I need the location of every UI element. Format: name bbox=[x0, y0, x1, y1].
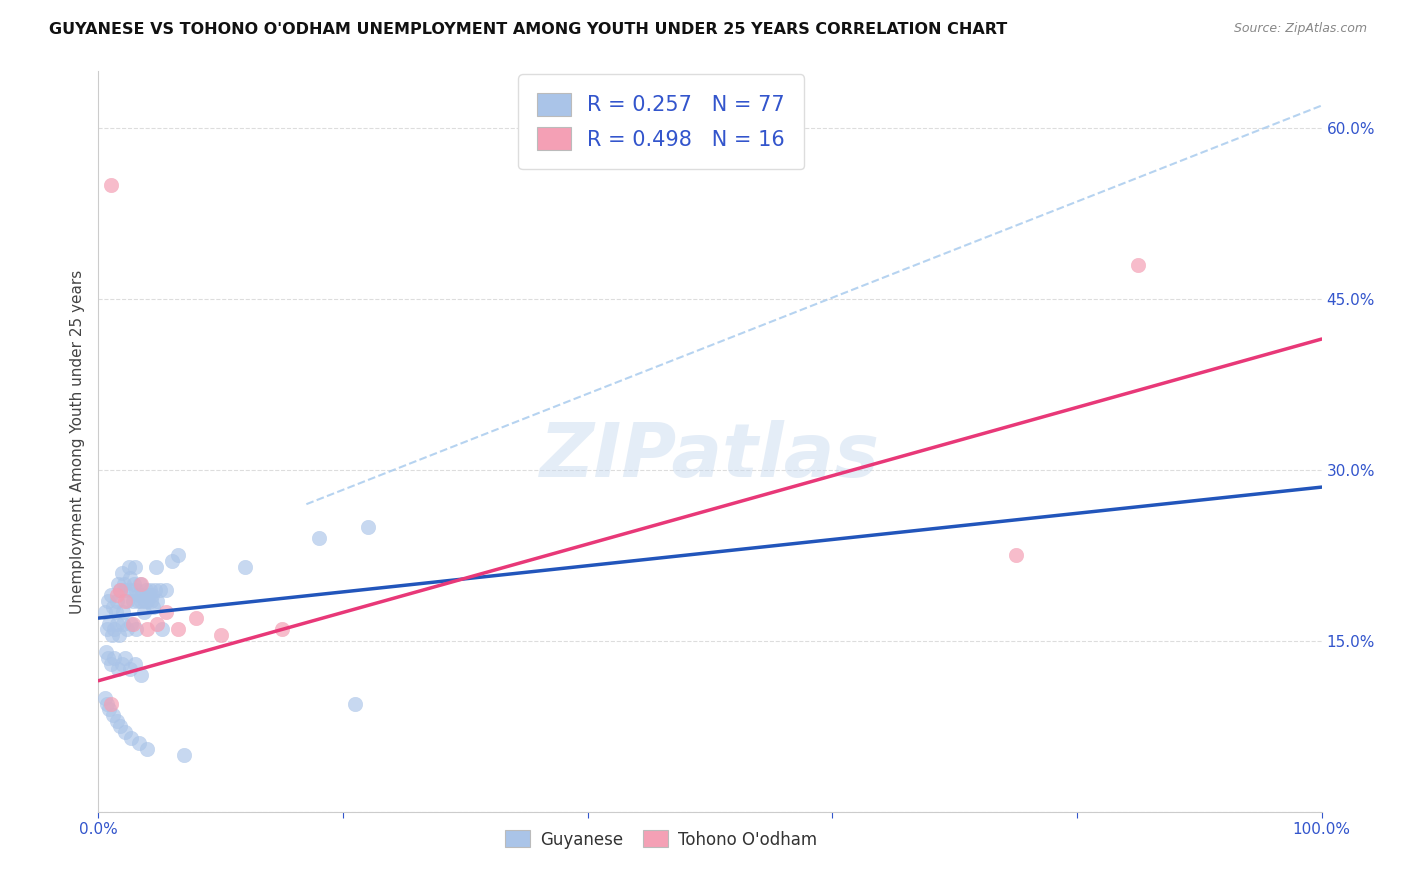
Point bbox=[138, 588, 160, 602]
Point bbox=[1128, 258, 1150, 272]
Point bbox=[93, 690, 115, 705]
Point bbox=[100, 178, 122, 193]
Point bbox=[107, 577, 129, 591]
Point bbox=[111, 616, 134, 631]
Point bbox=[103, 651, 125, 665]
Point bbox=[110, 582, 132, 597]
Point bbox=[209, 628, 232, 642]
Point bbox=[167, 549, 190, 563]
Point bbox=[160, 554, 183, 568]
Point bbox=[128, 588, 150, 602]
Point bbox=[121, 594, 143, 608]
Point bbox=[132, 606, 155, 620]
Point bbox=[139, 594, 162, 608]
Point bbox=[142, 599, 165, 614]
Point bbox=[115, 623, 138, 637]
Point bbox=[270, 623, 294, 637]
Point bbox=[111, 566, 134, 580]
Point bbox=[110, 582, 132, 597]
Point bbox=[97, 651, 120, 665]
Point bbox=[167, 623, 190, 637]
Point bbox=[146, 594, 169, 608]
Point bbox=[101, 707, 124, 722]
Point bbox=[129, 668, 152, 682]
Point bbox=[145, 559, 167, 574]
Point bbox=[155, 582, 177, 597]
Point bbox=[124, 559, 146, 574]
Point bbox=[120, 616, 142, 631]
Point bbox=[135, 582, 157, 597]
Point bbox=[114, 582, 136, 597]
Point bbox=[105, 588, 128, 602]
Point bbox=[149, 582, 172, 597]
Point bbox=[122, 577, 145, 591]
Point bbox=[100, 657, 122, 671]
Point bbox=[121, 616, 143, 631]
Text: GUYANESE VS TOHONO O'ODHAM UNEMPLOYMENT AMONG YOUTH UNDER 25 YEARS CORRELATION C: GUYANESE VS TOHONO O'ODHAM UNEMPLOYMENT … bbox=[49, 22, 1008, 37]
Point bbox=[96, 697, 118, 711]
Point bbox=[150, 623, 173, 637]
Point bbox=[104, 606, 127, 620]
Point bbox=[93, 606, 115, 620]
Point bbox=[112, 577, 135, 591]
Point bbox=[233, 559, 256, 574]
Point bbox=[103, 623, 125, 637]
Point bbox=[118, 559, 141, 574]
Point bbox=[139, 582, 162, 597]
Point bbox=[125, 623, 148, 637]
Point bbox=[173, 747, 195, 762]
Point bbox=[141, 588, 163, 602]
Y-axis label: Unemployment Among Youth under 25 years: Unemployment Among Youth under 25 years bbox=[69, 269, 84, 614]
Point bbox=[125, 582, 148, 597]
Point bbox=[114, 594, 136, 608]
Point bbox=[98, 616, 121, 631]
Point bbox=[114, 725, 136, 739]
Point bbox=[124, 657, 146, 671]
Point bbox=[143, 582, 166, 597]
Legend: Guyanese, Tohono O'odham: Guyanese, Tohono O'odham bbox=[498, 823, 824, 855]
Point bbox=[120, 571, 142, 585]
Point bbox=[136, 594, 159, 608]
Point bbox=[136, 742, 159, 756]
Point bbox=[94, 645, 117, 659]
Point bbox=[134, 594, 156, 608]
Point bbox=[98, 702, 121, 716]
Point bbox=[111, 657, 134, 671]
Point bbox=[114, 651, 136, 665]
Point bbox=[105, 616, 128, 631]
Point bbox=[136, 623, 159, 637]
Point bbox=[146, 616, 169, 631]
Point bbox=[129, 577, 152, 591]
Point bbox=[129, 577, 152, 591]
Point bbox=[115, 594, 138, 608]
Point bbox=[129, 594, 152, 608]
Point bbox=[105, 714, 128, 728]
Text: ZIPatlas: ZIPatlas bbox=[540, 420, 880, 493]
Point bbox=[111, 606, 134, 620]
Point bbox=[100, 697, 122, 711]
Point bbox=[186, 611, 208, 625]
Point bbox=[107, 662, 129, 676]
Point bbox=[308, 532, 330, 546]
Point bbox=[155, 606, 177, 620]
Point bbox=[101, 599, 124, 614]
Point bbox=[1004, 549, 1026, 563]
Point bbox=[120, 662, 142, 676]
Point bbox=[101, 628, 124, 642]
Point bbox=[100, 588, 122, 602]
Point bbox=[344, 697, 367, 711]
Point bbox=[127, 594, 149, 608]
Point bbox=[120, 731, 142, 745]
Point bbox=[105, 594, 128, 608]
Point bbox=[128, 736, 150, 750]
Text: Source: ZipAtlas.com: Source: ZipAtlas.com bbox=[1233, 22, 1367, 36]
Point bbox=[120, 582, 142, 597]
Point bbox=[97, 594, 120, 608]
Point bbox=[108, 628, 131, 642]
Point bbox=[96, 623, 118, 637]
Point bbox=[131, 588, 153, 602]
Point bbox=[110, 719, 132, 733]
Point bbox=[356, 520, 378, 534]
